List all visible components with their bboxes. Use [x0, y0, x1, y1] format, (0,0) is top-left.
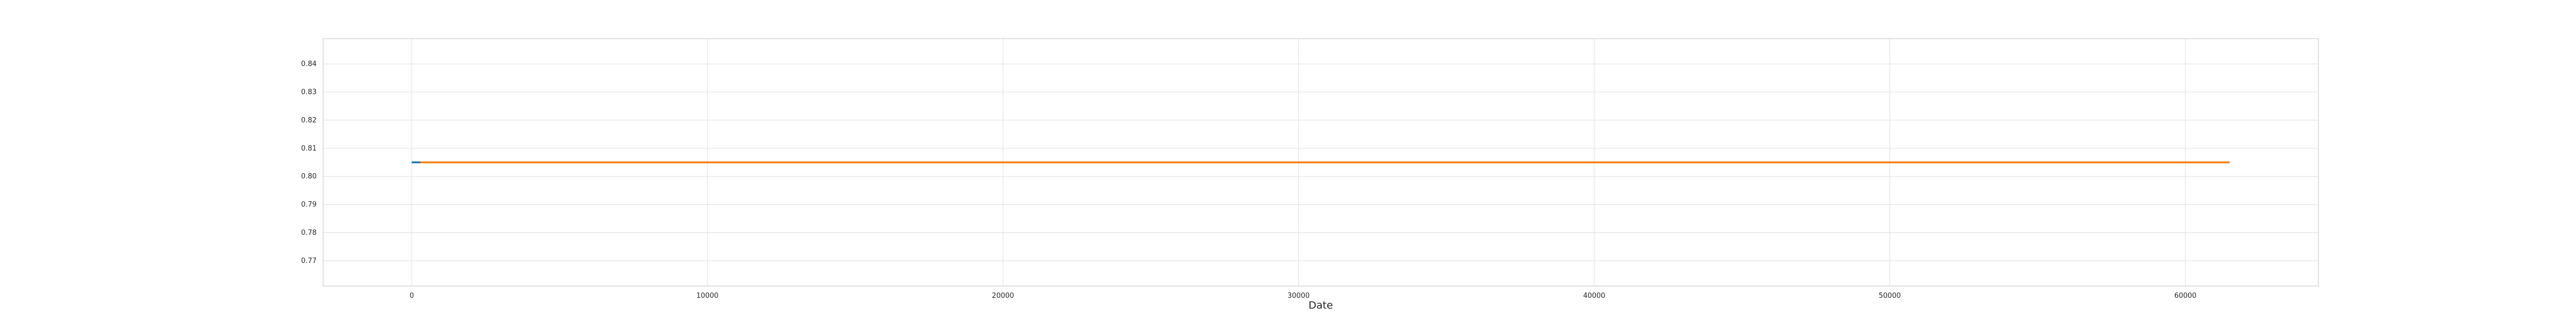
x-axis-label: Date	[1308, 299, 1333, 311]
x-tick-label: 20000	[992, 292, 1014, 300]
x-tick-label: 50000	[1879, 292, 1901, 300]
y-tick-label: 0.80	[301, 173, 317, 181]
y-tick-label: 0.84	[301, 60, 317, 68]
y-gridlines	[323, 63, 2318, 261]
y-tick-label: 0.83	[301, 89, 317, 97]
y-tick-label: 0.79	[301, 201, 317, 209]
y-tick-label: 0.81	[301, 144, 317, 152]
y-tick-labels: 0.77 0.78 0.79 0.80 0.81 0.82 0.83 0.84	[301, 60, 317, 265]
y-tick-label: 0.82	[301, 116, 317, 125]
y-tick-label: 0.78	[301, 229, 317, 237]
x-tick-label: 60000	[2174, 292, 2196, 300]
x-tick-label: 10000	[696, 292, 718, 300]
x-tick-label: 0	[409, 292, 414, 300]
y-tick-label: 0.77	[301, 257, 317, 265]
x-tick-label: 30000	[1287, 292, 1309, 300]
x-tick-labels: 0 10000 20000 30000 40000 50000 60000	[409, 292, 2197, 300]
x-tick-label: 40000	[1583, 292, 1605, 300]
plot-frame	[323, 38, 2319, 287]
